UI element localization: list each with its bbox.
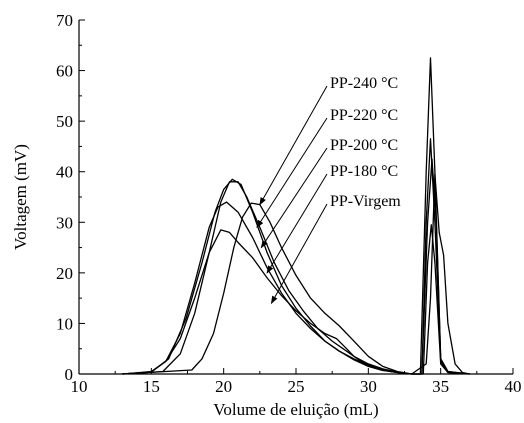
y-tick-label: 70: [56, 11, 73, 30]
annotation-layer: PP-240 °C PP-220 °C PP-200 °C PP-180 °C PP-V…: [256, 75, 401, 305]
y-tick-label: 50: [56, 112, 73, 131]
annotation-arrow: [260, 147, 328, 249]
x-tick-label: 40: [505, 377, 522, 396]
series-annotation-label: PP-220 °C: [330, 107, 398, 124]
y-axis-label: Voltagem (mV): [11, 144, 30, 250]
y-tick-label: 0: [65, 365, 74, 384]
series-annotation-label: PP-180 °C: [330, 163, 398, 180]
annotation-arrow: [259, 85, 328, 206]
y-tick-label: 30: [56, 213, 73, 232]
series-layer: [122, 57, 470, 375]
x-tick-label: 15: [143, 377, 160, 396]
series-line-1: [122, 138, 470, 375]
series-annotation-label: PP-Virgem: [330, 193, 401, 210]
annotation-arrow: [266, 173, 328, 274]
series-line-4: [122, 173, 470, 375]
x-tick-label: 10: [71, 377, 88, 396]
y-tick-label: 60: [56, 62, 73, 81]
x-tick-label: 35: [432, 377, 449, 396]
y-tick-label: 40: [56, 163, 73, 182]
x-axis-label: Volume de eluição (mL): [213, 400, 378, 419]
series-line-0: [122, 57, 470, 375]
series-annotation-label: PP-200 °C: [330, 137, 398, 154]
x-tick-label: 30: [360, 377, 377, 396]
series-line-3: [122, 181, 470, 375]
annotation-arrow: [270, 203, 328, 305]
annotation-arrow: [256, 117, 328, 229]
series-annotation-label: PP-240 °C: [330, 75, 398, 92]
y-tick-label: 10: [56, 314, 73, 333]
x-tick-label: 25: [288, 377, 305, 396]
y-tick-label: 20: [56, 264, 73, 283]
x-tick-label: 20: [215, 377, 232, 396]
series-line-2: [122, 158, 470, 375]
